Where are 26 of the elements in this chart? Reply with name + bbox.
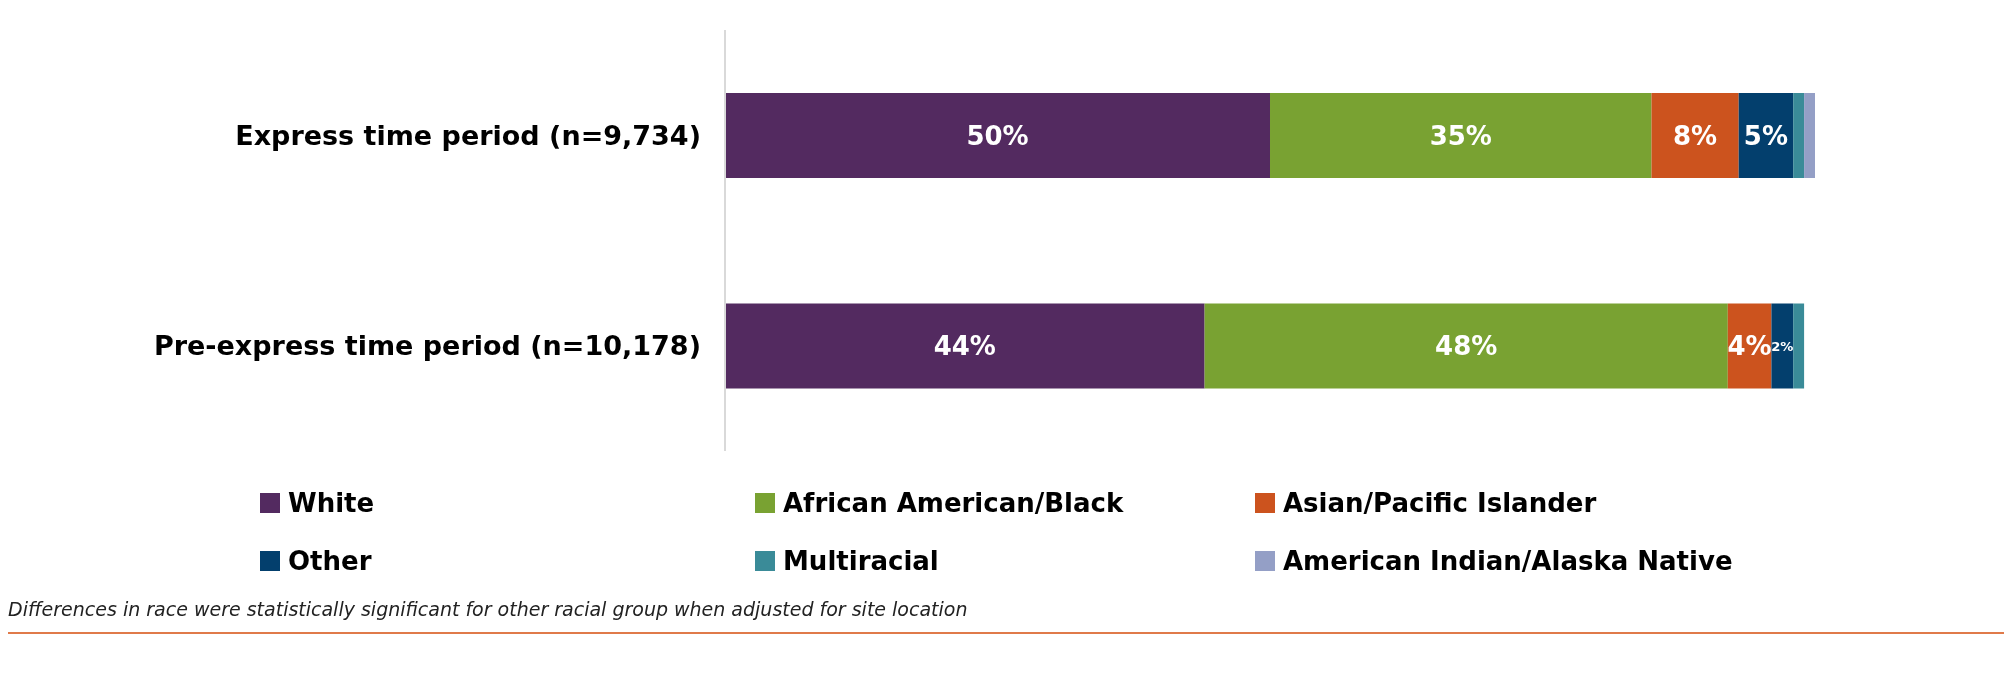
bar — [1204, 303, 1728, 389]
bar — [1270, 93, 1652, 178]
legend-label: White — [288, 488, 375, 518]
legend-label: African American/Black — [783, 488, 1124, 518]
y-tick-label: Express time period (n=9,734) — [235, 119, 701, 151]
bar — [725, 93, 1270, 178]
data-label: 2% — [1771, 338, 1794, 354]
text: Differences in race were statistically significant for other racial group when adjusted for site location — [8, 598, 969, 620]
legend-label: Asian/Pacific Islander — [1283, 488, 1597, 518]
bar — [1771, 303, 1794, 389]
data-label: 8% — [1673, 120, 1718, 151]
data-label: 50% — [966, 120, 1029, 151]
legend-label: Multiracial — [783, 546, 939, 576]
bar — [1651, 93, 1739, 178]
legend-label: American Indian/Alaska Native — [1283, 546, 1733, 576]
legend-label: Other — [288, 546, 372, 576]
bar — [1793, 93, 1805, 178]
y-tick-label: Pre-express time period (n=10,178) — [153, 330, 701, 362]
data-label: 44% — [933, 331, 996, 361]
bar — [1804, 93, 1815, 178]
data-label: 5% — [1743, 120, 1789, 151]
data-label: 4% — [1727, 331, 1772, 361]
bar — [1793, 303, 1805, 389]
data-label: 35% — [1429, 120, 1492, 151]
data-label: 48% — [1435, 331, 1498, 361]
bar — [725, 303, 1205, 389]
